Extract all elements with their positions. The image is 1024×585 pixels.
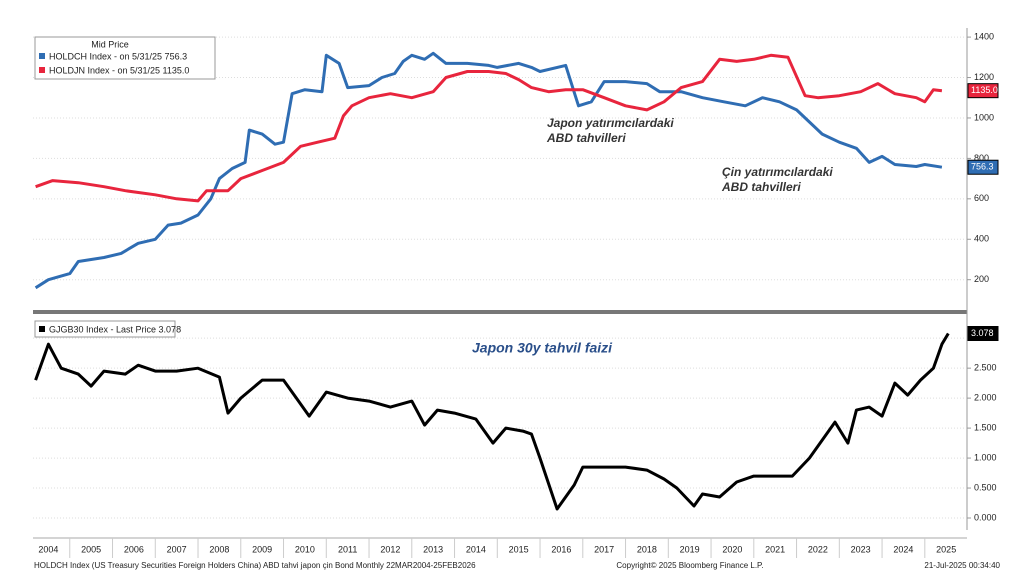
x-tick-label: 2024 (893, 544, 913, 554)
y-tick-label: 600 (974, 193, 989, 203)
last-value-tag (967, 326, 999, 342)
y-tick-label: 2.500 (974, 363, 997, 373)
x-tick-label: 2021 (765, 544, 785, 554)
x-tick-label: 2005 (81, 544, 101, 554)
last-value-tag (967, 159, 999, 175)
x-tick-label: 2008 (209, 544, 229, 554)
annotation: ABD tahvilleri (546, 131, 626, 145)
legend-swatch (39, 53, 45, 59)
last-value-label: 1135.0 (971, 85, 998, 95)
x-tick-label: 2006 (124, 544, 144, 554)
y-tick-label: 800 (974, 153, 989, 163)
x-tick-label: 2010 (295, 544, 315, 554)
last-value-label: 3.078 (971, 328, 994, 338)
x-tick-label: 2014 (466, 544, 486, 554)
y-tick-label: 1000 (974, 112, 994, 122)
legend-swatch (39, 67, 45, 73)
y-tick-label: 400 (974, 234, 989, 244)
x-tick-label: 2023 (851, 544, 871, 554)
annotation: Japon yatırımcılardaki (547, 116, 674, 130)
y-tick-label: 1200 (974, 72, 994, 82)
footer-text: HOLDCH Index (US Treasury Securities For… (34, 561, 476, 570)
x-tick-label: 2025 (936, 544, 956, 554)
x-tick-label: 2012 (380, 544, 400, 554)
data-line (34, 332, 950, 511)
legend-label: HOLDJN Index - on 5/31/25 1135.0 (49, 65, 189, 75)
x-tick-label: 2011 (338, 544, 357, 554)
legend-label: HOLDCH Index - on 5/31/25 756.3 (49, 51, 187, 61)
y-tick-label: 1400 (974, 31, 994, 41)
data-line (34, 51, 943, 290)
x-tick-label: 2015 (509, 544, 529, 554)
annotation: ABD tahvilleri (721, 180, 801, 194)
data-line (35, 53, 943, 203)
legend-swatch (39, 326, 45, 332)
legend-box (34, 320, 176, 338)
annotation: Çin yatırımcılardaki (722, 165, 833, 179)
x-tick-label: 2020 (722, 544, 742, 554)
x-tick-label: 2009 (252, 544, 272, 554)
x-tick-label: 2004 (38, 544, 58, 554)
last-value-label: 756.3 (971, 162, 994, 172)
legend-title: Mid Price (91, 39, 129, 49)
x-tick-label: 2018 (637, 544, 657, 554)
x-tick-label: 2022 (808, 544, 828, 554)
y-tick-label: 1.000 (974, 452, 997, 462)
y-tick-label: 200 (974, 274, 989, 284)
x-tick-label: 2016 (551, 544, 571, 554)
footer-text: Copyright© 2025 Bloomberg Finance L.P. (616, 561, 763, 570)
x-tick-label: 2017 (594, 544, 614, 554)
y-tick-label: 2.000 (974, 392, 997, 402)
legend-box (34, 36, 216, 80)
legend-label: GJGB30 Index - Last Price 3.078 (49, 324, 181, 334)
x-tick-label: 2019 (680, 544, 700, 554)
x-tick-label: 2013 (423, 544, 443, 554)
annotation: Japon 30y tahvil faizi (472, 340, 613, 356)
x-tick-label: 2007 (167, 544, 187, 554)
y-tick-label: 0.500 (974, 482, 997, 492)
footer-text: 21-Jul-2025 00:34:40 (924, 561, 1000, 570)
y-tick-label: 0.000 (974, 512, 997, 522)
y-tick-label: 1.500 (974, 422, 997, 432)
last-value-tag (967, 83, 999, 99)
